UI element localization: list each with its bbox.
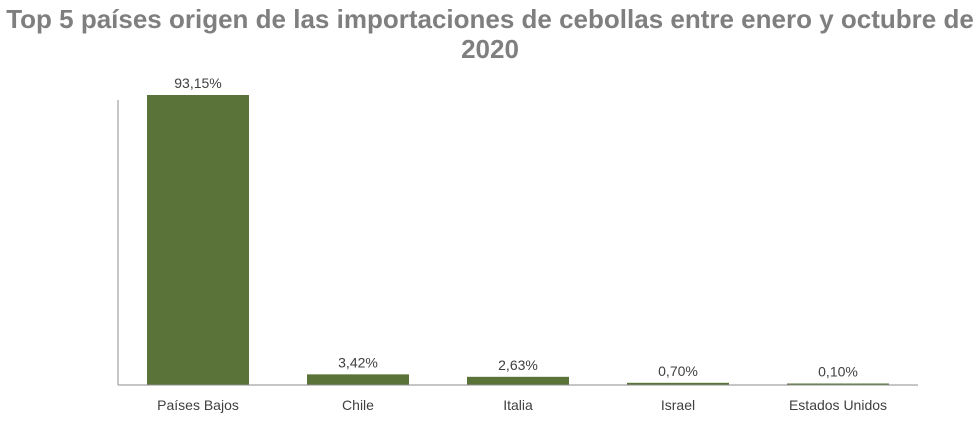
data-label-4: 0,70% <box>658 363 698 379</box>
bar-3 <box>467 376 569 385</box>
bar-1 <box>147 95 249 385</box>
x-tick-label-4: Israel <box>661 397 695 413</box>
x-tick-label-5: Estados Unidos <box>789 397 887 413</box>
x-tick-labels-layer: Países Bajos Chile Italia Israel Estados Uni… <box>157 397 887 413</box>
data-label-1: 93,15% <box>174 75 221 91</box>
chart-title: Top 5 países origen de las importaciones… <box>6 4 974 64</box>
bar-4 <box>627 382 729 385</box>
bar-5 <box>787 383 889 385</box>
data-label-5: 0,10% <box>818 364 858 380</box>
data-labels-layer: 93,15% 3,42% 2,63% 0,70% 0,10% <box>174 75 858 380</box>
x-tick-label-2: Chile <box>342 397 374 413</box>
bars-layer <box>147 95 889 385</box>
x-tick-label-1: Países Bajos <box>157 397 239 413</box>
bar-2 <box>307 374 409 385</box>
data-label-2: 3,42% <box>338 354 378 370</box>
data-label-3: 2,63% <box>498 357 538 373</box>
x-tick-label-3: Italia <box>503 397 533 413</box>
